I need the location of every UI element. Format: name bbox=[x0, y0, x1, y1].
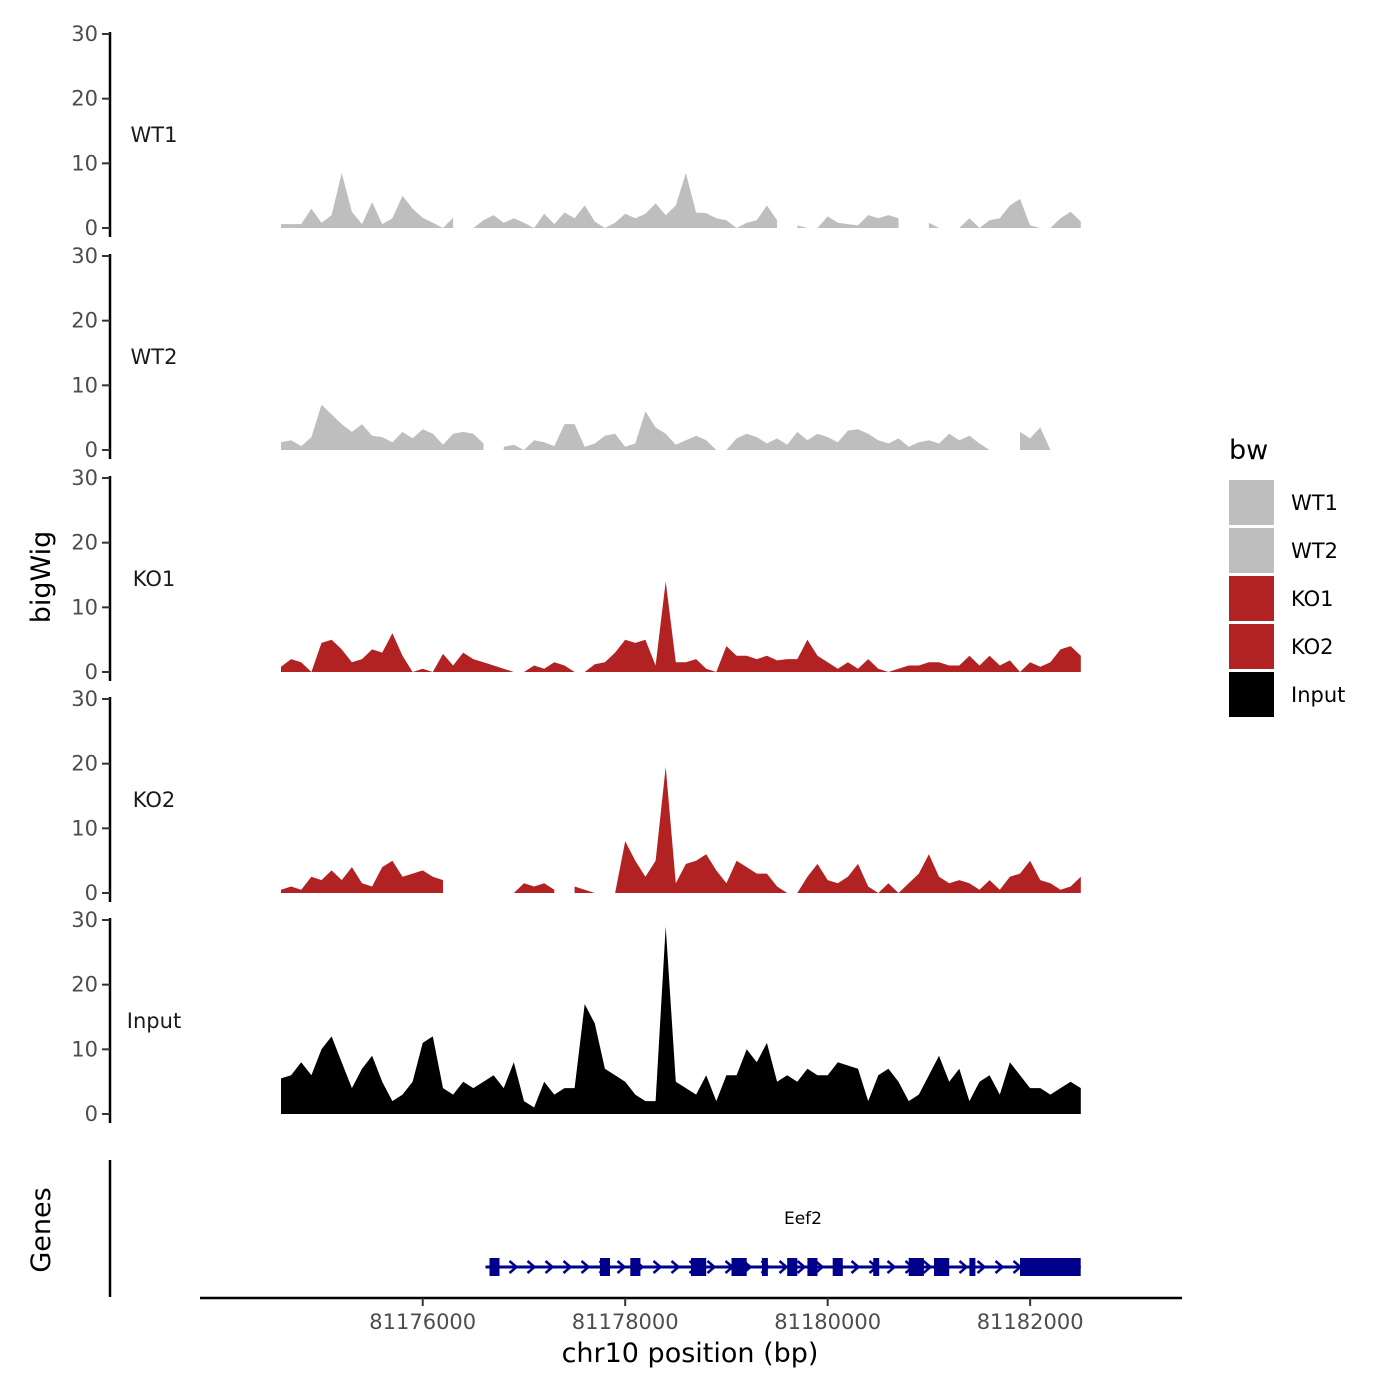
y-tick-label: 10 bbox=[71, 1037, 98, 1061]
strand-arrow bbox=[994, 1260, 1005, 1274]
track-label: WT1 bbox=[131, 123, 178, 147]
track-panels: 0 10 20 30 WT1 0 10 20 30 WT2 0 10 20 30 KO1 0 10 20 30 KO2… bbox=[71, 22, 1081, 1126]
gene-exon bbox=[787, 1258, 798, 1276]
y-tick-label: 30 bbox=[71, 244, 98, 268]
legend-swatch bbox=[1229, 624, 1274, 669]
track-wt2: 0 10 20 30 WT2 bbox=[71, 244, 1081, 462]
legend-swatch bbox=[1229, 672, 1274, 717]
legend-swatch bbox=[1229, 480, 1274, 525]
genes-panel: Eef2 bbox=[108, 1160, 1081, 1297]
strand-arrow bbox=[958, 1260, 969, 1274]
strand-arrow bbox=[814, 1260, 825, 1274]
strand-arrow bbox=[580, 1260, 591, 1274]
legend-swatch bbox=[1229, 576, 1274, 621]
y-tick-label: 20 bbox=[71, 309, 98, 333]
strand-arrow bbox=[778, 1260, 789, 1274]
x-axis: 81176000 81178000 81180000 81182000 bbox=[200, 1296, 1182, 1334]
legend-label: Input bbox=[1291, 683, 1345, 707]
gene-exon bbox=[832, 1258, 843, 1276]
y-tick-label: 10 bbox=[71, 151, 98, 175]
coverage-area-ko2 bbox=[473, 883, 555, 893]
strand-arrow bbox=[850, 1260, 861, 1274]
y-tick-label: 0 bbox=[85, 660, 98, 684]
strand-arrow bbox=[508, 1260, 519, 1274]
track-ko1: 0 10 20 30 KO1 bbox=[71, 466, 1081, 684]
track-ko2: 0 10 20 30 KO2 bbox=[71, 687, 1081, 905]
coverage-area-input bbox=[281, 926, 1081, 1114]
gene-label: Eef2 bbox=[784, 1209, 822, 1229]
coverage-area-ko2 bbox=[615, 766, 1081, 893]
legend-title: bw bbox=[1229, 435, 1268, 466]
x-tick-label: 81176000 bbox=[369, 1310, 476, 1334]
gene-exon bbox=[731, 1258, 747, 1276]
legend-swatch bbox=[1229, 528, 1274, 573]
strand-arrow bbox=[706, 1260, 717, 1274]
gene-exon bbox=[630, 1258, 641, 1276]
y-axis-title: bigWig bbox=[26, 531, 57, 624]
strand-arrow bbox=[652, 1260, 663, 1274]
x-axis-title: chr10 position (bp) bbox=[562, 1338, 819, 1369]
gene-exon bbox=[761, 1258, 768, 1276]
x-tick-label: 81182000 bbox=[977, 1310, 1084, 1334]
y-tick-label: 30 bbox=[71, 687, 98, 711]
strand-arrow bbox=[976, 1260, 987, 1274]
y-tick-label: 20 bbox=[71, 87, 98, 111]
y-tick-label: 10 bbox=[71, 373, 98, 397]
legend-label: WT1 bbox=[1291, 491, 1338, 515]
coverage-area-wt2 bbox=[281, 404, 484, 450]
y-tick-label: 30 bbox=[71, 22, 98, 46]
track-label: WT2 bbox=[131, 345, 178, 369]
y-tick-label: 20 bbox=[71, 531, 98, 555]
coverage-area-wt2 bbox=[1020, 427, 1081, 450]
gene-exon bbox=[934, 1258, 950, 1276]
coverage-area-wt1 bbox=[797, 215, 899, 228]
y-tick-label: 0 bbox=[85, 216, 98, 240]
y-tick-label: 30 bbox=[71, 466, 98, 490]
track-label: KO2 bbox=[133, 788, 176, 812]
y-tick-label: 10 bbox=[71, 816, 98, 840]
strand-arrow bbox=[922, 1260, 933, 1274]
y-tick-label: 0 bbox=[85, 881, 98, 905]
coverage-area-ko1 bbox=[281, 581, 1081, 672]
legend-label: KO2 bbox=[1291, 635, 1334, 659]
y-tick-label: 0 bbox=[85, 438, 98, 462]
coverage-area-wt2 bbox=[503, 411, 1000, 450]
track-label: Input bbox=[127, 1009, 181, 1033]
legend-label: KO1 bbox=[1291, 587, 1334, 611]
y-tick-label: 20 bbox=[71, 973, 98, 997]
gene-exon bbox=[908, 1258, 924, 1276]
gene-exon bbox=[1020, 1258, 1081, 1276]
gene-exon bbox=[489, 1258, 500, 1276]
y-tick-label: 30 bbox=[71, 908, 98, 932]
strand-arrow bbox=[886, 1260, 897, 1274]
gene-exon bbox=[691, 1258, 707, 1276]
track-input: 0 10 20 30 Input bbox=[71, 908, 1081, 1126]
gene-exon bbox=[807, 1258, 818, 1276]
gene-exon bbox=[873, 1258, 880, 1276]
strand-arrow bbox=[670, 1260, 681, 1274]
strand-arrow bbox=[562, 1260, 573, 1274]
track-wt1: 0 10 20 30 WT1 bbox=[71, 22, 1081, 240]
strand-arrow bbox=[526, 1260, 537, 1274]
x-tick-label: 81180000 bbox=[774, 1310, 881, 1334]
track-label: KO1 bbox=[133, 567, 176, 591]
coverage-area-ko2 bbox=[574, 886, 595, 893]
genes-axis-title: Genes bbox=[26, 1187, 57, 1272]
coverage-area-ko2 bbox=[281, 860, 443, 893]
coverage-area-wt1 bbox=[281, 173, 454, 228]
gene-exon bbox=[969, 1258, 976, 1276]
legend: bw WT1 WT2 KO1 KO2 Input bbox=[1229, 435, 1345, 717]
strand-arrow bbox=[544, 1260, 555, 1274]
strand-arrow bbox=[616, 1260, 627, 1274]
coverage-area-wt1 bbox=[928, 198, 1081, 228]
y-tick-label: 20 bbox=[71, 752, 98, 776]
y-tick-label: 10 bbox=[71, 595, 98, 619]
coverage-area-wt1 bbox=[473, 173, 778, 228]
y-tick-label: 0 bbox=[85, 1102, 98, 1126]
x-tick-label: 81178000 bbox=[572, 1310, 679, 1334]
legend-label: WT2 bbox=[1291, 539, 1338, 563]
gene-exon bbox=[599, 1258, 610, 1276]
strand-arrow bbox=[796, 1260, 807, 1274]
